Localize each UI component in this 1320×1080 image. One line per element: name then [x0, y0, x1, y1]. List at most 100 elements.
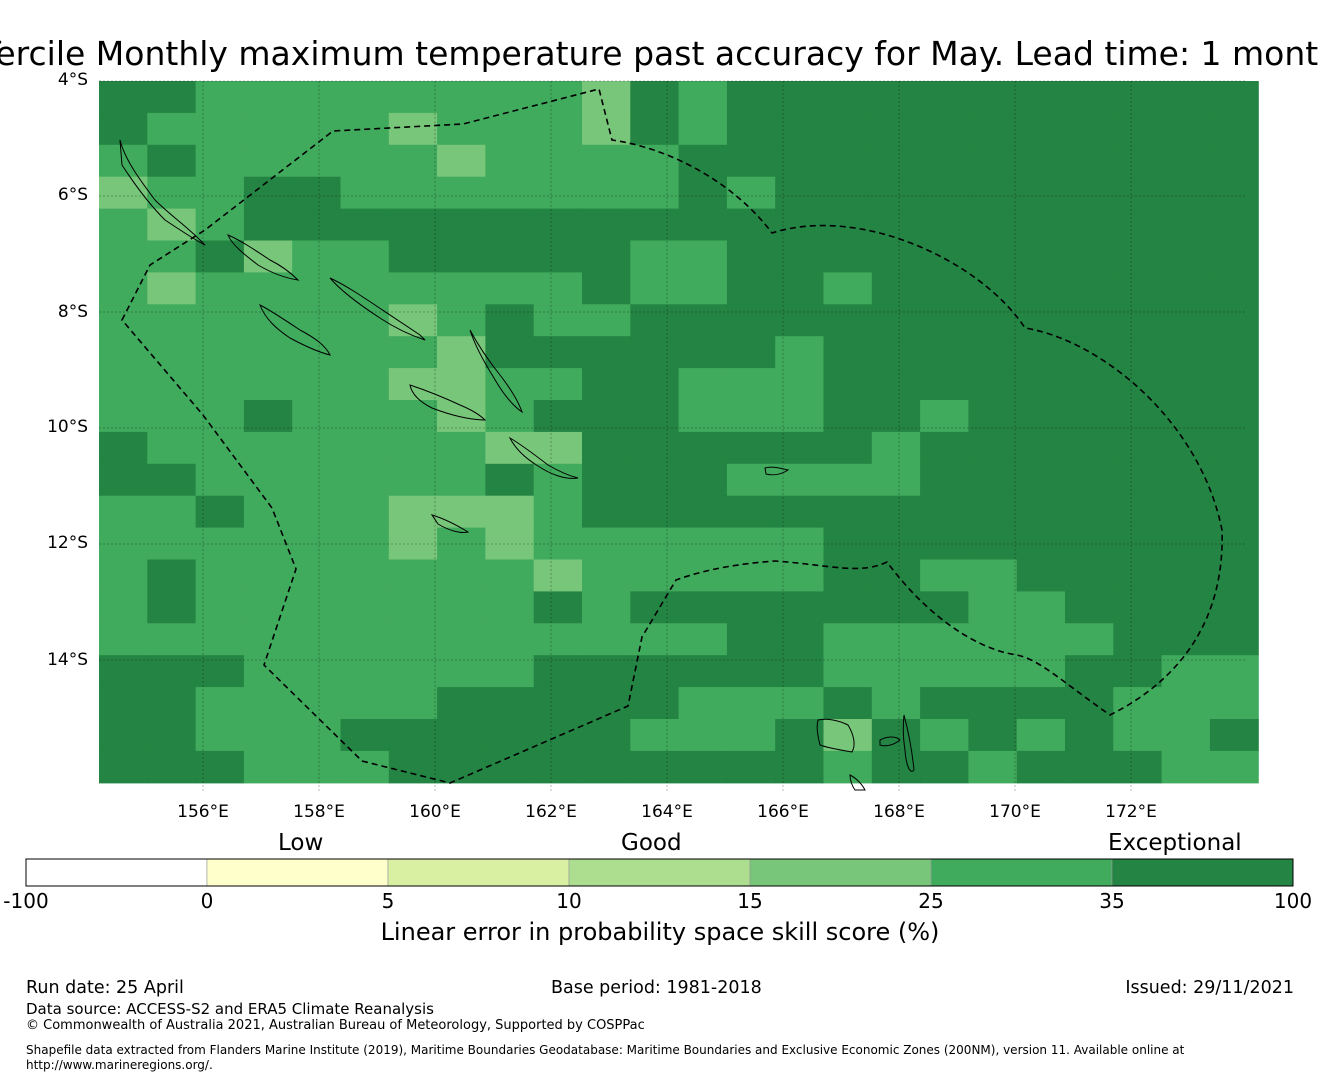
- skill-cell: [871, 81, 921, 114]
- skill-cell: [582, 719, 631, 752]
- skill-cell: [823, 655, 873, 688]
- skill-cell: [485, 527, 535, 561]
- skill-cell: [1065, 527, 1114, 561]
- skill-cell: [920, 176, 969, 210]
- skill-cell: [99, 400, 148, 433]
- skill-cell: [823, 272, 873, 305]
- skill-cell: [582, 240, 631, 273]
- skill-cell: [533, 719, 583, 752]
- skill-cell: [871, 591, 921, 624]
- skill-cell: [340, 81, 390, 114]
- skill-cell: [920, 431, 969, 465]
- skill-cell: [726, 527, 776, 561]
- colorbar-segment: [387, 858, 570, 887]
- skill-cell: [99, 463, 148, 497]
- skill-cell: [243, 687, 293, 720]
- skill-cell: [726, 144, 776, 178]
- skill-cell: [968, 559, 1018, 592]
- skill-cell: [920, 272, 969, 305]
- skill-cell: [775, 208, 825, 242]
- skill-cell: [388, 368, 438, 401]
- lon-label-156e: 156°E: [177, 802, 229, 822]
- island-santa-isabel: [329, 277, 426, 341]
- skill-cell: [99, 591, 148, 624]
- skill-cell: [243, 559, 293, 592]
- skill-cell: [533, 144, 583, 178]
- skill-cell: [823, 687, 873, 720]
- skill-cell: [1161, 559, 1211, 592]
- skill-cell: [195, 176, 245, 210]
- skill-cell: [726, 81, 776, 114]
- skill-cell: [678, 368, 728, 401]
- skill-cell: [533, 368, 583, 401]
- skill-cell: [920, 559, 969, 592]
- skill-cell: [147, 687, 197, 720]
- skill-cell: [340, 495, 390, 529]
- skill-cell: [630, 559, 680, 592]
- lon-label-164e: 164°E: [641, 802, 693, 822]
- skill-cell: [775, 368, 825, 401]
- skill-cell: [823, 623, 873, 656]
- skill-cell: [678, 527, 728, 561]
- skill-cell: [99, 208, 148, 242]
- lon-label-162e: 162°E: [525, 802, 577, 822]
- skill-cell: [968, 144, 1018, 178]
- skill-cell: [195, 719, 245, 752]
- skill-cell: [437, 272, 486, 305]
- skill-cell: [726, 655, 776, 688]
- skill-cell: [968, 208, 1018, 242]
- skill-cell: [340, 591, 390, 624]
- skill-cell: [582, 527, 631, 561]
- skill-cell: [1065, 463, 1114, 497]
- skill-cell: [823, 431, 873, 465]
- skill-cell: [630, 304, 680, 337]
- skill-cell: [920, 144, 969, 178]
- lat-label-10s: 10°S: [47, 417, 88, 437]
- skill-cell: [968, 495, 1018, 529]
- skill-cell: [437, 304, 486, 337]
- skill-cell: [775, 687, 825, 720]
- skill-cell: [920, 400, 969, 433]
- skill-cell: [775, 400, 825, 433]
- skill-cell: [1016, 750, 1066, 784]
- skill-cell: [485, 400, 535, 433]
- skill-cell: [388, 655, 438, 688]
- colorbar-axis-label: Linear error in probability space skill …: [380, 918, 940, 946]
- skill-cell: [533, 304, 583, 337]
- skill-cell: [582, 495, 631, 529]
- skill-cell: [243, 400, 293, 433]
- skill-cell: [823, 240, 873, 273]
- skill-cell: [533, 527, 583, 561]
- skill-cell: [920, 719, 969, 752]
- lon-label-166e: 166°E: [757, 802, 809, 822]
- skill-cell: [292, 368, 342, 401]
- skill-cell: [582, 81, 631, 114]
- skill-cell: [1065, 623, 1114, 656]
- colorbar-frame: [25, 858, 1294, 887]
- skill-cell: [340, 176, 390, 210]
- skill-cell: [1016, 272, 1066, 305]
- graticule: [99, 80, 1247, 793]
- skill-cell: [292, 559, 342, 592]
- skill-cell: [823, 559, 873, 592]
- skill-cell: [1161, 144, 1211, 178]
- skill-cell: [1209, 719, 1259, 752]
- skill-cell: [485, 112, 535, 146]
- skill-cell: [147, 400, 197, 433]
- skill-cell: [1209, 272, 1259, 305]
- skill-cell: [1016, 400, 1066, 433]
- skill-cell: [968, 81, 1018, 114]
- skill-cell: [968, 750, 1018, 784]
- skill-cell: [1065, 431, 1114, 465]
- skill-cell: [195, 750, 245, 784]
- skill-cell: [99, 623, 148, 656]
- skill-cell: [630, 81, 680, 114]
- skill-cell: [1065, 559, 1114, 592]
- lon-label-158e: 158°E: [293, 802, 345, 822]
- skill-cell: [485, 240, 535, 273]
- skill-cell: [726, 591, 776, 624]
- data-source: Data source: ACCESS-S2 and ERA5 Climate …: [26, 1000, 434, 1018]
- skill-cell: [243, 431, 293, 465]
- skill-cell: [292, 400, 342, 433]
